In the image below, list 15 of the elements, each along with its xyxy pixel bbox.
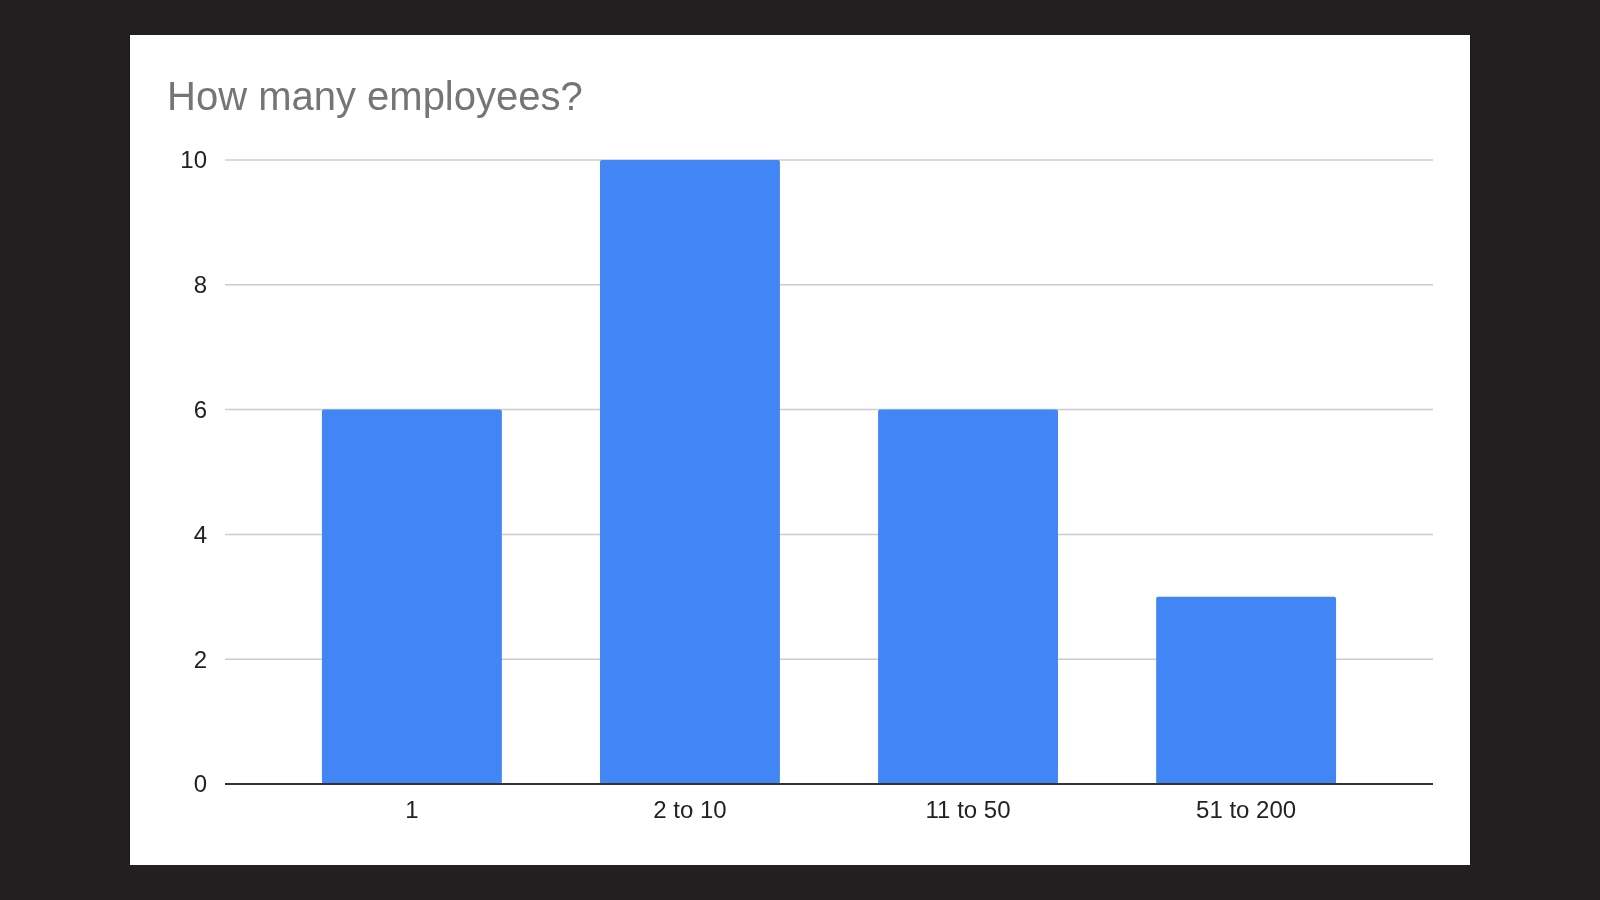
x-tick-label: 11 to 50 — [925, 796, 1011, 823]
bar — [878, 409, 1058, 784]
y-tick-label: 4 — [193, 520, 207, 548]
bar — [1156, 596, 1337, 784]
x-tick-label: 2 to 10 — [653, 796, 727, 823]
x-tick-label: 51 to 200 — [1196, 796, 1297, 823]
y-tick-label: 2 — [193, 645, 207, 673]
chart-title: How many employees? — [167, 74, 583, 118]
y-tick-label: 6 — [193, 396, 207, 423]
x-tick-label: 1 — [405, 796, 419, 823]
y-tick-label: 8 — [193, 271, 207, 299]
bar — [321, 409, 502, 784]
y-tick-label: 10 — [180, 146, 207, 174]
bar — [600, 160, 780, 784]
y-tick-label: 0 — [193, 770, 207, 798]
